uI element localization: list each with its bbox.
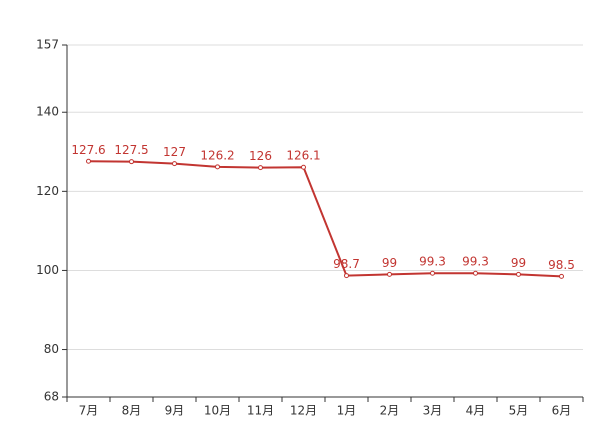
- y-tick-label: 120: [36, 184, 59, 198]
- point: [387, 271, 392, 277]
- point: [129, 159, 134, 165]
- x-tick-label: 2月: [380, 404, 400, 418]
- point: [258, 165, 263, 171]
- value-label: 99: [511, 256, 526, 270]
- value-label: 127: [163, 145, 186, 159]
- point: [559, 273, 564, 279]
- point: [301, 164, 306, 170]
- value-label: 99.3: [462, 255, 489, 269]
- x-tick-label: 5月: [509, 404, 529, 418]
- point: [430, 270, 435, 276]
- x-tick-label: 10月: [204, 404, 231, 418]
- y-tick-label: 140: [36, 105, 59, 119]
- point: [473, 270, 478, 276]
- x-tick-label: 7月: [79, 404, 99, 418]
- value-label: 127.6: [71, 143, 105, 157]
- x-tick-label: 3月: [423, 404, 443, 418]
- x-tick-label: 11月: [247, 404, 274, 418]
- y-tick-label: 157: [36, 38, 59, 52]
- value-label: 99: [382, 256, 397, 270]
- value-label: 99.3: [419, 255, 446, 269]
- point: [516, 271, 521, 277]
- point: [86, 158, 91, 164]
- point: [215, 164, 220, 170]
- y-tick-label: 100: [36, 263, 59, 277]
- x-tick-label: 4月: [466, 404, 486, 418]
- x-tick-label: 8月: [122, 404, 142, 418]
- value-label: 126.1: [286, 149, 320, 163]
- x-tick-label: 1月: [337, 404, 357, 418]
- x-tick-label: 12月: [290, 404, 317, 418]
- value-label: 126: [249, 149, 272, 163]
- value-label: 98.5: [548, 258, 575, 272]
- point: [344, 273, 349, 279]
- value-label: 98.7: [333, 257, 360, 271]
- line: [88, 160, 562, 278]
- y-tick-label: 68: [44, 390, 59, 404]
- point: [172, 161, 177, 167]
- x-tick-label: 9月: [165, 404, 185, 418]
- value-label: 126.2: [200, 148, 234, 162]
- y-tick-label: 80: [44, 342, 59, 356]
- x-tick-label: 6月: [552, 404, 572, 418]
- value-label: 127.5: [114, 143, 148, 157]
